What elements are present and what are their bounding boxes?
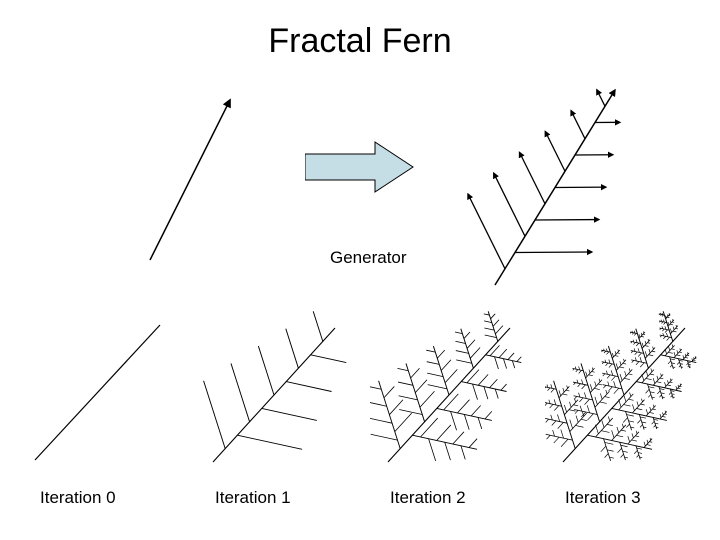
iteration-3-panel: [545, 310, 705, 470]
iteration-1-label: Iteration 1: [215, 488, 291, 508]
iteration-0-label: Iteration 0: [40, 488, 116, 508]
page-title: Fractal Fern: [0, 22, 720, 61]
iteration-2-panel: [370, 310, 530, 470]
iteration-0-panel: [20, 310, 180, 470]
initiator-arrow: [130, 90, 310, 270]
iteration-3-label: Iteration 3: [565, 488, 641, 508]
generator-fern: [455, 80, 705, 290]
generator-arrow-block: [305, 140, 415, 195]
iteration-1-panel: [195, 310, 355, 470]
iteration-2-label: Iteration 2: [390, 488, 466, 508]
generator-label: Generator: [330, 248, 407, 268]
